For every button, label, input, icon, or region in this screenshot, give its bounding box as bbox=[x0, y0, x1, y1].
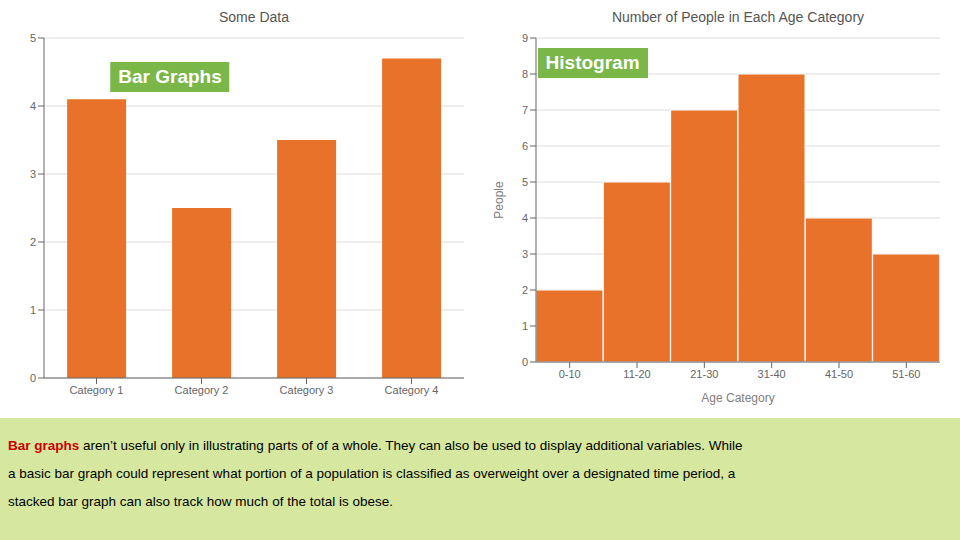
html-text:a basic bar graph could repres: a basic bar graph could represent what p… bbox=[8, 466, 736, 481]
svg-text:7: 7 bbox=[522, 104, 528, 116]
svg-text:4: 4 bbox=[30, 100, 36, 112]
svg-text:51-60: 51-60 bbox=[892, 368, 920, 380]
svg-text:Age Category: Age Category bbox=[701, 391, 774, 405]
svg-text:2: 2 bbox=[522, 284, 528, 296]
svg-text:0: 0 bbox=[30, 372, 36, 384]
svg-text:Category 2: Category 2 bbox=[175, 384, 229, 396]
html-text:Histogram: Histogram bbox=[545, 51, 640, 73]
svg-text:0: 0 bbox=[522, 356, 528, 368]
svg-text:9: 9 bbox=[522, 32, 528, 44]
svg-text:1: 1 bbox=[522, 320, 528, 332]
svg-text:8: 8 bbox=[522, 68, 528, 80]
svg-text:41-50: 41-50 bbox=[825, 368, 853, 380]
svg-text:People: People bbox=[492, 181, 506, 219]
svg-text:Category 3: Category 3 bbox=[280, 384, 334, 396]
svg-text:3: 3 bbox=[522, 248, 528, 260]
svg-text:6: 6 bbox=[522, 140, 528, 152]
svg-text:2: 2 bbox=[30, 236, 36, 248]
svg-text:5: 5 bbox=[522, 176, 528, 188]
svg-text:21-30: 21-30 bbox=[690, 368, 718, 380]
svg-text:11-20: 11-20 bbox=[623, 368, 650, 380]
svg-text:1: 1 bbox=[30, 304, 36, 316]
html-text:Bar graphs aren’t useful only: Bar graphs aren’t useful only in illustr… bbox=[8, 438, 743, 453]
svg-text:Category 1: Category 1 bbox=[70, 384, 124, 396]
svg-text:0-10: 0-10 bbox=[559, 368, 581, 380]
svg-text:Category 4: Category 4 bbox=[385, 384, 439, 396]
html-text:Some Data: Some Data bbox=[219, 9, 289, 25]
svg-text:5: 5 bbox=[30, 32, 36, 44]
html-text:Number of People in Each Age C: Number of People in Each Age Category bbox=[611, 9, 865, 25]
html-text:stacked bar graph can also tra: stacked bar graph can also track how muc… bbox=[8, 494, 393, 509]
svg-text:4: 4 bbox=[522, 212, 528, 224]
svg-text:3: 3 bbox=[30, 168, 36, 180]
html-text:Bar Graphs: Bar Graphs bbox=[118, 65, 222, 87]
svg-text:31-40: 31-40 bbox=[758, 368, 786, 380]
